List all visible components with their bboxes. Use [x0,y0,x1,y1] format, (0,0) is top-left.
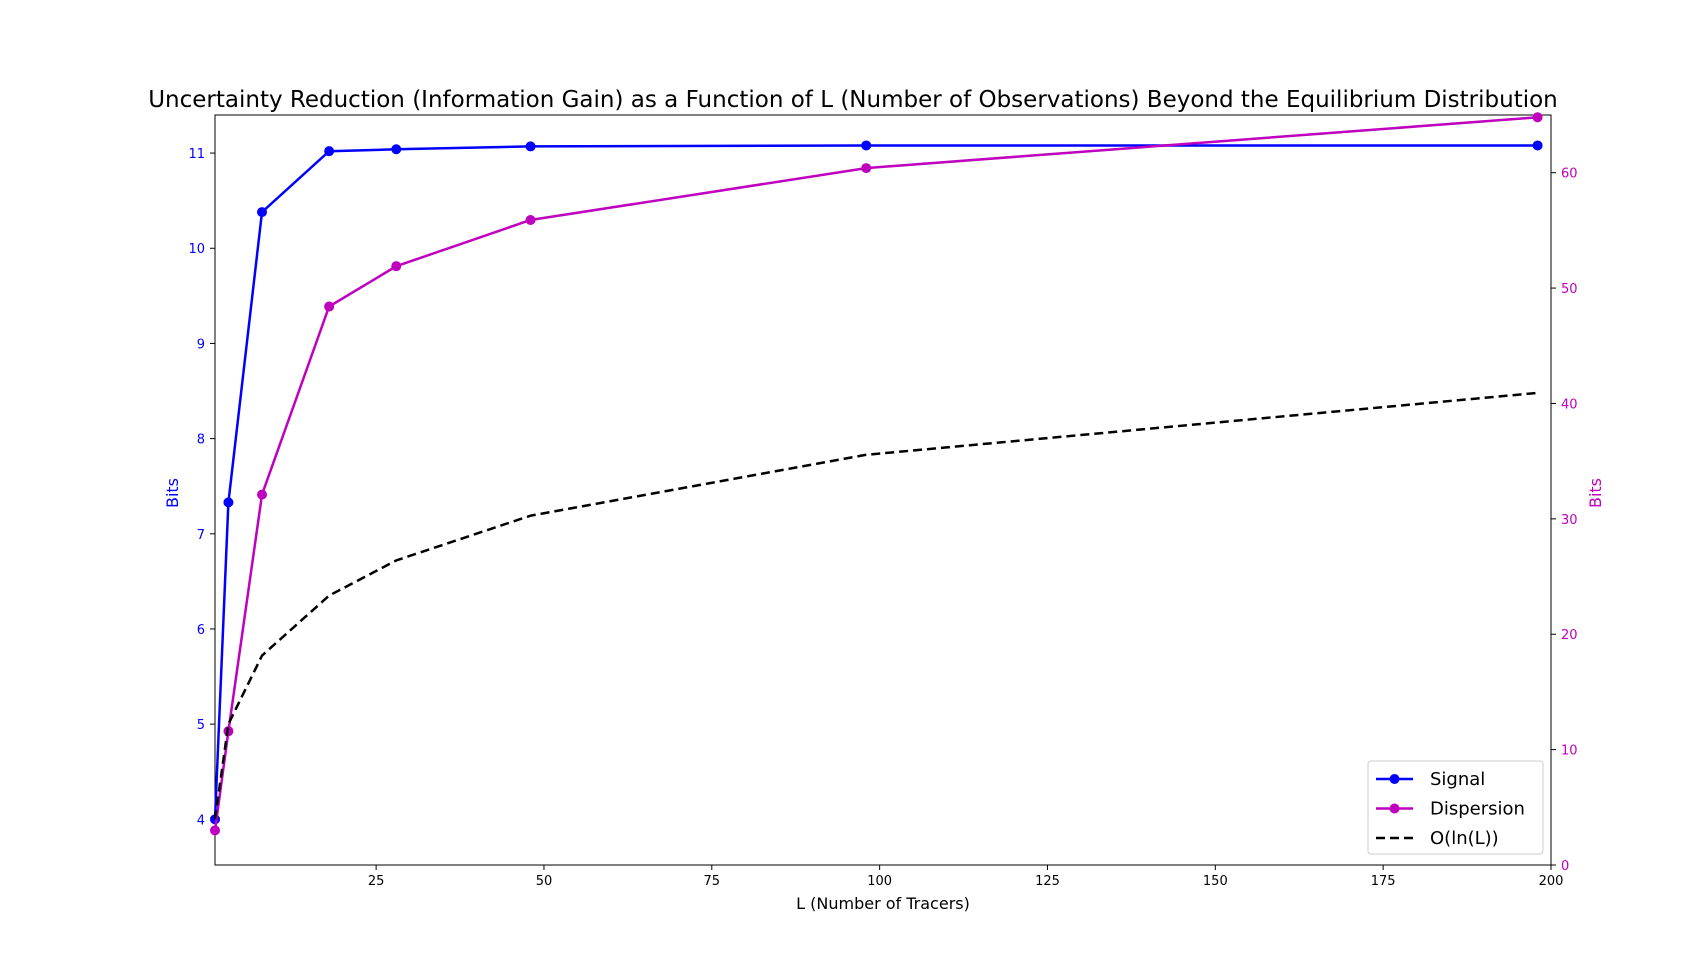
left-y-tick-label: 4 [197,813,205,828]
data-point-dispersion [525,215,536,225]
left-y-tick-label: 5 [197,718,205,733]
data-point-signal [1532,140,1543,151]
series-line-dispersion [213,116,1538,831]
x-tick-label: 50 [536,874,553,889]
data-point-dispersion [861,163,872,174]
x-axis: 25 50 75 100 125 150 175 200 [368,865,1564,889]
right-y-tick-label: 0 [1561,859,1569,874]
data-point-dispersion [324,301,335,312]
legend-box [1367,760,1544,855]
left-y-tick-label: 8 [197,433,205,448]
x-tick-label: 150 [1203,874,1228,889]
right-y-tick-label: 40 [1561,397,1578,412]
series-layer [210,112,1543,836]
x-tick-label: 200 [1539,874,1564,889]
x-tick-label: 125 [1035,874,1060,889]
legend-label-dispersion: Dispersion [1430,799,1525,820]
x-axis-label: L (Number of Tracers) [796,894,970,913]
right-y-tick-label: 10 [1561,744,1578,759]
data-point-signal [861,140,872,151]
right-y-tick-label: 20 [1561,628,1578,643]
left-y-tick-label: 10 [188,242,205,257]
left-y-tick-label: 7 [197,528,205,543]
data-point-dispersion [1532,112,1543,123]
left-y-axis-label: Bits [163,478,182,508]
data-point-dispersion [391,261,402,272]
data-point-signal [324,146,335,157]
legend: Signal Dispersion O(ln(L)) [1367,760,1544,855]
x-tick-label: 100 [867,874,892,889]
data-point-dispersion [210,825,220,836]
legend-label-signal: Signal [1430,769,1485,790]
legend-label-o-ln-l: O(ln(L)) [1430,828,1499,849]
series-line-signal [213,144,1538,820]
left-y-tick-label: 11 [188,147,205,162]
right-y-tick-label: 30 [1561,513,1578,528]
plot-area [214,114,1552,866]
left-y-tick-label: 6 [197,623,205,638]
left-y-tick-label: 9 [197,337,205,352]
right-y-tick-label: 50 [1561,282,1578,297]
right-y-axis-label: Bits [1586,478,1605,508]
data-point-signal [256,207,267,218]
x-tick-label: 25 [368,874,385,889]
data-point-signal [525,141,536,152]
data-point-dispersion [256,489,267,500]
data-point-signal [391,144,402,155]
left-y-axis: 4 5 6 7 8 9 10 11 [188,147,215,828]
right-y-tick-label: 60 [1561,167,1578,182]
series-line-o-ln-l [213,391,1538,820]
x-tick-label: 75 [704,874,721,889]
data-point-signal [223,497,234,508]
right-y-axis: 0 10 20 30 40 50 60 [1551,167,1578,874]
x-tick-label: 175 [1371,874,1396,889]
legend-marker-dispersion [1389,803,1400,814]
legend-marker-signal [1389,774,1400,784]
chart-title: Uncertainty Reduction (Information Gain)… [148,87,1558,113]
